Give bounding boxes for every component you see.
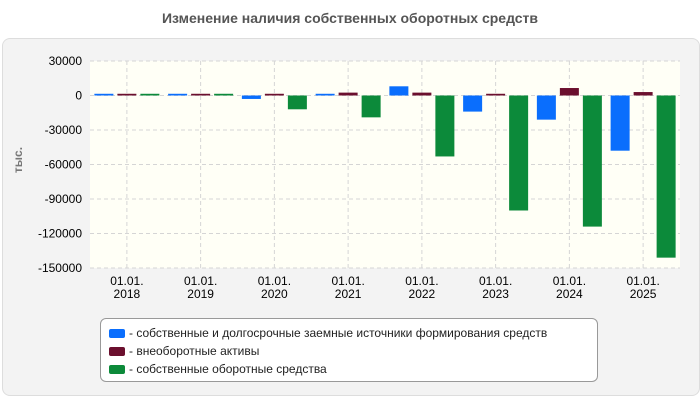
legend-item-working: - собственные оборотные средства (109, 360, 589, 378)
x-tick-label: 01.01. (626, 274, 659, 288)
x-tick-label: 01.01. (405, 274, 438, 288)
grid-layer (90, 60, 680, 269)
bar-equity (536, 95, 556, 120)
x-tick-label: 2025 (630, 287, 657, 301)
bar-noncurrent (191, 93, 211, 96)
y-tick-label: -120000 (38, 227, 82, 241)
x-tick-label: 2021 (335, 287, 362, 301)
bar-equity (315, 93, 335, 96)
legend-item-equity: - собственные и долгосрочные заемные ист… (109, 324, 589, 342)
x-tick-label: 2018 (114, 287, 141, 301)
x-tick-label: 2023 (482, 287, 509, 301)
bar-noncurrent (117, 93, 137, 96)
y-tick-label: 30000 (49, 54, 83, 68)
bar-working (656, 95, 676, 258)
bar-working (214, 93, 234, 96)
x-tick-layer: 01.01.201801.01.201901.01.202001.01.2021… (110, 274, 660, 301)
bar-noncurrent (486, 93, 506, 96)
x-tick-label: 2020 (261, 287, 288, 301)
x-tick-label: 2019 (187, 287, 214, 301)
bar-working (509, 95, 529, 211)
x-tick-label: 01.01. (184, 274, 217, 288)
bar-noncurrent (412, 92, 432, 96)
bar-working (582, 95, 602, 227)
x-tick-label: 01.01. (479, 274, 512, 288)
y-tick-label: -150000 (38, 261, 82, 275)
bar-working (140, 93, 160, 96)
bar-equity (241, 95, 261, 99)
legend-label-noncurrent: - внеоборотные активы (129, 344, 260, 358)
legend-swatch-equity (109, 328, 125, 338)
x-tick-label: 2024 (556, 287, 583, 301)
y-tick-layer: 30000 0 -30000 -60000 -90000 -120000 -150000 (38, 54, 82, 275)
bar-working (287, 95, 307, 110)
bar-noncurrent (264, 93, 284, 96)
x-tick-label: 01.01. (553, 274, 586, 288)
legend-label-working: - собственные оборотные средства (129, 362, 327, 376)
bar-working (435, 95, 455, 157)
bar-equity (94, 93, 114, 96)
legend-swatch-noncurrent (109, 346, 125, 356)
bar-noncurrent (633, 92, 653, 96)
x-tick-label: 2022 (409, 287, 436, 301)
bar-equity (610, 95, 630, 151)
legend-swatch-working (109, 364, 125, 374)
y-axis-label: тыс. (11, 146, 25, 174)
chart-title: Изменение наличия собственных оборотных … (161, 10, 539, 26)
legend: - собственные и долгосрочные заемные ист… (100, 318, 598, 382)
y-tick-label: -60000 (45, 158, 83, 172)
bar-noncurrent (338, 92, 358, 96)
x-tick-label: 01.01. (110, 274, 143, 288)
x-tick-label: 01.01. (331, 274, 364, 288)
bar-equity (389, 86, 409, 96)
legend-item-noncurrent: - внеоборотные активы (109, 342, 589, 360)
y-tick-label: -30000 (45, 123, 83, 137)
y-tick-label: 0 (75, 89, 82, 103)
bar-working (361, 95, 381, 118)
legend-label-equity: - собственные и долгосрочные заемные ист… (129, 326, 548, 340)
bar-layer (94, 86, 676, 258)
bar-equity (168, 93, 188, 96)
y-tick-label: -90000 (45, 192, 83, 206)
x-tick-label: 01.01. (258, 274, 291, 288)
bar-equity (463, 95, 483, 112)
bar-noncurrent (559, 88, 579, 96)
